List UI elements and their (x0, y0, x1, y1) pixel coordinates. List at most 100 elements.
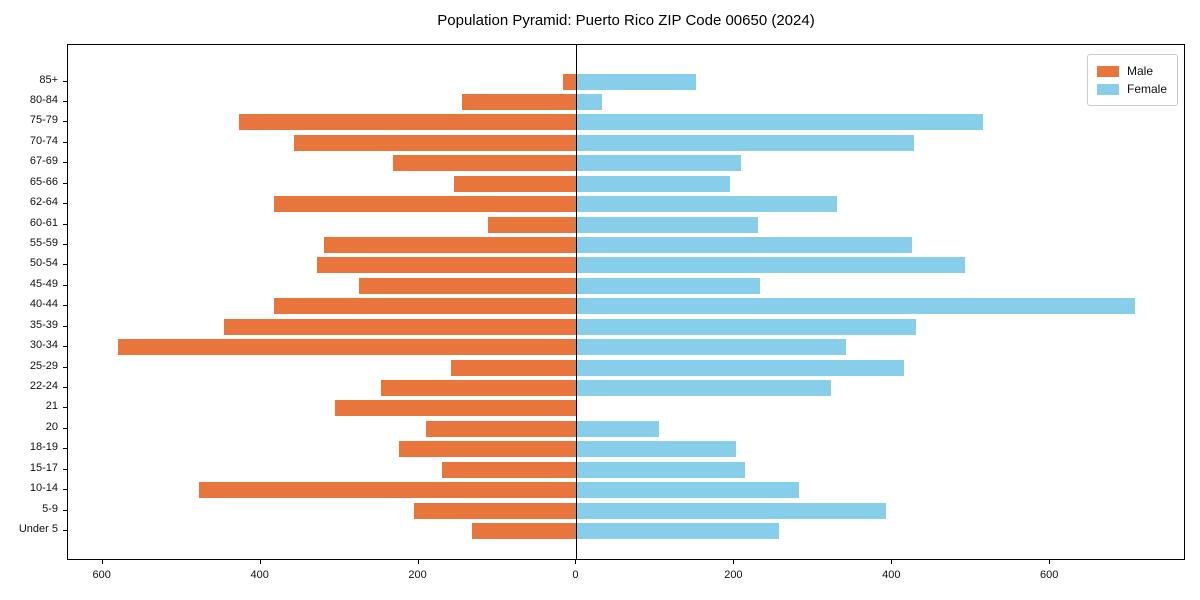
bar-female-80-84 (576, 93, 602, 110)
bar-male-40-44 (274, 298, 577, 315)
ytick-label-45-49: 45-49 (29, 277, 58, 290)
ytick-label-5-9: 5-9 (42, 502, 58, 515)
ytick-label-62-64: 62-64 (29, 196, 58, 209)
xtick-label-600-6: 600 (1040, 569, 1059, 581)
bar-female-30-34 (576, 339, 846, 356)
ytick-label-under-5: Under 5 (18, 522, 58, 535)
bar-male-80-84 (461, 93, 577, 110)
bar-female-under-5 (576, 522, 780, 539)
ytick-mark-65-66 (63, 182, 67, 184)
legend-item-female: Female (1096, 80, 1167, 98)
ytick-mark-21 (63, 407, 67, 409)
bar-male-50-54 (316, 257, 577, 274)
xtick-mark-400-5 (891, 560, 893, 564)
ytick-mark-30-34 (63, 346, 67, 348)
bar-male-30-34 (117, 339, 577, 356)
bar-female-45-49 (576, 277, 760, 294)
ytick-mark-10-14 (63, 489, 67, 491)
xtick-label-400-5: 400 (882, 569, 901, 581)
ytick-label-75-79: 75-79 (29, 114, 58, 127)
legend-label-male: Male (1126, 64, 1153, 78)
xtick-mark-200-4 (733, 560, 735, 564)
ytick-mark-85- (63, 80, 67, 82)
xtick-mark-600-6 (1049, 560, 1051, 564)
ytick-label-10-14: 10-14 (29, 482, 58, 495)
bar-male-under-5 (472, 522, 577, 539)
bar-female-5-9 (576, 502, 886, 519)
bar-female-35-39 (576, 318, 916, 335)
male-color-swatch-icon (1096, 65, 1119, 77)
ytick-label-20: 20 (45, 420, 58, 433)
bar-male-60-61 (488, 216, 577, 233)
ytick-label-40-44: 40-44 (29, 298, 58, 311)
ytick-label-22-24: 22-24 (29, 379, 58, 392)
ytick-mark-70-74 (63, 141, 67, 143)
legend: Male Female (1086, 54, 1178, 106)
bar-female-85- (576, 73, 696, 90)
legend-label-female: Female (1126, 82, 1167, 96)
ytick-mark-60-61 (63, 223, 67, 225)
ytick-mark-15-17 (63, 468, 67, 470)
xtick-label-400-1: 400 (250, 569, 269, 581)
ytick-label-65-66: 65-66 (29, 175, 58, 188)
bar-male-25-29 (450, 359, 577, 376)
xtick-label-200-2: 200 (408, 569, 427, 581)
ytick-label-67-69: 67-69 (29, 155, 58, 168)
xtick-label-0-3: 0 (572, 569, 579, 581)
xtick-label-600-0: 600 (92, 569, 111, 581)
bar-male-67-69 (393, 155, 577, 172)
bar-female-25-29 (576, 359, 905, 376)
bar-female-20 (576, 420, 660, 437)
ytick-label-60-61: 60-61 (29, 216, 58, 229)
ytick-label-35-39: 35-39 (29, 318, 58, 331)
bar-male-5-9 (413, 502, 577, 519)
ytick-mark-25-29 (63, 366, 67, 368)
zero-axis-line (575, 45, 577, 559)
ytick-mark-22-24 (63, 386, 67, 388)
ytick-mark-40-44 (63, 305, 67, 307)
ytick-mark-35-39 (63, 325, 67, 327)
ytick-mark-45-49 (63, 284, 67, 286)
ytick-label-80-84: 80-84 (29, 93, 58, 106)
ytick-mark-5-9 (63, 509, 67, 511)
bar-male-55-59 (323, 236, 577, 253)
ytick-mark-under-5 (63, 529, 67, 531)
bar-male-75-79 (239, 114, 577, 131)
bar-female-70-74 (576, 134, 914, 151)
bar-male-10-14 (199, 482, 577, 499)
xtick-mark-400-1 (259, 560, 261, 564)
bar-female-50-54 (576, 257, 965, 274)
ytick-label-70-74: 70-74 (29, 134, 58, 147)
bar-female-10-14 (576, 482, 800, 499)
bar-female-18-19 (576, 441, 736, 458)
bar-female-55-59 (576, 236, 913, 253)
ytick-label-21: 21 (45, 400, 58, 413)
bar-male-15-17 (442, 461, 577, 478)
xtick-mark-600-0 (101, 560, 103, 564)
bar-male-35-39 (223, 318, 577, 335)
ytick-mark-62-64 (63, 203, 67, 205)
xtick-mark-0-3 (575, 560, 577, 564)
bar-female-65-66 (576, 175, 731, 192)
bar-female-75-79 (576, 114, 984, 131)
bar-female-62-64 (576, 196, 838, 213)
ytick-label-25-29: 25-29 (29, 359, 58, 372)
ytick-mark-18-19 (63, 448, 67, 450)
bar-male-20 (426, 420, 577, 437)
ytick-mark-80-84 (63, 100, 67, 102)
bar-female-40-44 (576, 298, 1136, 315)
bar-male-70-74 (293, 134, 577, 151)
bar-male-62-64 (274, 196, 577, 213)
ytick-label-18-19: 18-19 (29, 441, 58, 454)
bar-male-45-49 (358, 277, 577, 294)
ytick-label-55-59: 55-59 (29, 236, 58, 249)
bar-male-18-19 (398, 441, 577, 458)
ytick-mark-67-69 (63, 162, 67, 164)
bar-female-22-24 (576, 379, 832, 396)
bar-male-22-24 (380, 379, 577, 396)
ytick-mark-50-54 (63, 264, 67, 266)
bar-female-15-17 (576, 461, 745, 478)
female-color-swatch-icon (1096, 83, 1119, 95)
ytick-mark-20 (63, 427, 67, 429)
